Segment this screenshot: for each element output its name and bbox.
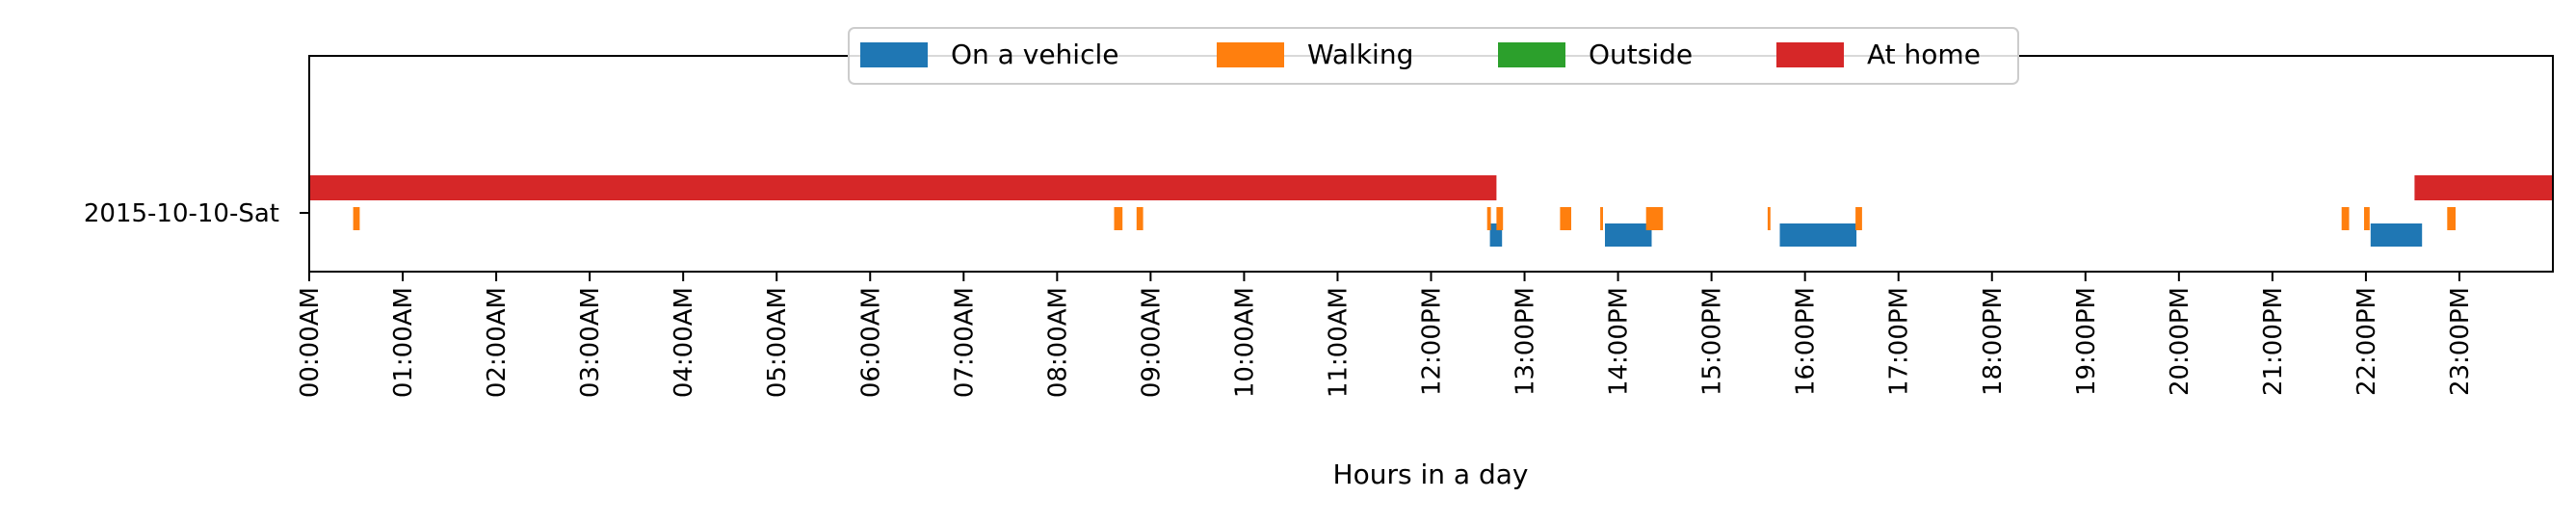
walking-interval-12 <box>2364 207 2370 230</box>
y-tick-label-date: 2015-10-10-Sat <box>84 199 279 228</box>
x-tick-label: 13:00PM <box>1511 287 1540 396</box>
walking-interval-2 <box>1114 207 1123 230</box>
plot-frame <box>308 55 2554 273</box>
x-tick-label: 11:00AM <box>1325 287 1354 398</box>
axes: 00:00AM 01:00AM 02:00AM 03:00AM 04:00AM 05:00… <box>296 212 2475 398</box>
walking-interval-7 <box>1600 207 1603 230</box>
x-tick-label: 07:00AM <box>950 287 979 398</box>
x-axis-label: Hours in a day <box>1333 458 1529 490</box>
legend-label-outside: Outside <box>1589 39 1693 70</box>
x-tick-label: 17:00PM <box>1885 287 1914 396</box>
walking-interval-3 <box>1136 207 1143 230</box>
on-a-vehicle-interval-2 <box>1605 223 1652 247</box>
legend-swatch-at-home <box>1776 42 1844 67</box>
x-tick-label: 23:00PM <box>2446 287 2475 396</box>
x-tick-label: 22:00PM <box>2353 287 2381 396</box>
legend-label-on-a-vehicle: On a vehicle <box>951 39 1118 70</box>
x-tick-label: 19:00PM <box>2072 287 2101 396</box>
x-tick-label: 00:00AM <box>296 287 325 398</box>
legend-swatch-outside <box>1498 42 1565 67</box>
legend-label-walking: Walking <box>1307 39 1413 70</box>
x-tick-label: 05:00AM <box>763 287 792 398</box>
x-tick-label: 15:00PM <box>1698 287 1727 396</box>
walking-interval-6 <box>1560 207 1571 230</box>
legend: On a vehicle Walking Outside At home <box>848 27 2019 85</box>
walking-interval-5 <box>1496 207 1504 230</box>
x-tick-label: 20:00PM <box>2166 287 2195 396</box>
legend-swatch-on-a-vehicle <box>860 42 928 67</box>
at-home-interval-2 <box>2414 175 2553 200</box>
walking-interval-11 <box>2341 207 2350 230</box>
x-tick-label: 10:00AM <box>1230 287 1259 398</box>
x-tick-label: 16:00PM <box>1792 287 1821 396</box>
walking-interval-13 <box>2447 207 2456 230</box>
x-tick-label: 01:00AM <box>389 287 418 398</box>
x-tick-label: 12:00PM <box>1418 287 1447 396</box>
walking-interval-1 <box>353 207 360 230</box>
x-tick-label: 08:00AM <box>1043 287 1072 398</box>
walking-interval-8 <box>1645 207 1664 230</box>
walking-interval-9 <box>1767 207 1771 230</box>
legend-swatch-walking <box>1217 42 1284 67</box>
x-tick-label: 18:00PM <box>1979 287 2008 396</box>
chart-marks <box>309 175 2553 247</box>
at-home-interval-1 <box>309 175 1497 200</box>
x-tick-label: 06:00AM <box>856 287 885 398</box>
x-tick-label: 21:00PM <box>2259 287 2288 396</box>
x-tick-label: 02:00AM <box>483 287 512 398</box>
on-a-vehicle-interval-3 <box>1779 223 1857 247</box>
x-tick-label: 03:00AM <box>576 287 605 398</box>
on-a-vehicle-interval-4 <box>2370 223 2423 247</box>
walking-interval-4 <box>1486 207 1491 230</box>
legend-box <box>848 27 2019 85</box>
x-tick-label: 04:00AM <box>670 287 698 398</box>
legend-label-at-home: At home <box>1867 39 1981 70</box>
walking-interval-10 <box>1855 207 1862 230</box>
x-tick-label: 09:00AM <box>1137 287 1166 398</box>
x-tick-label: 14:00PM <box>1605 287 1634 396</box>
